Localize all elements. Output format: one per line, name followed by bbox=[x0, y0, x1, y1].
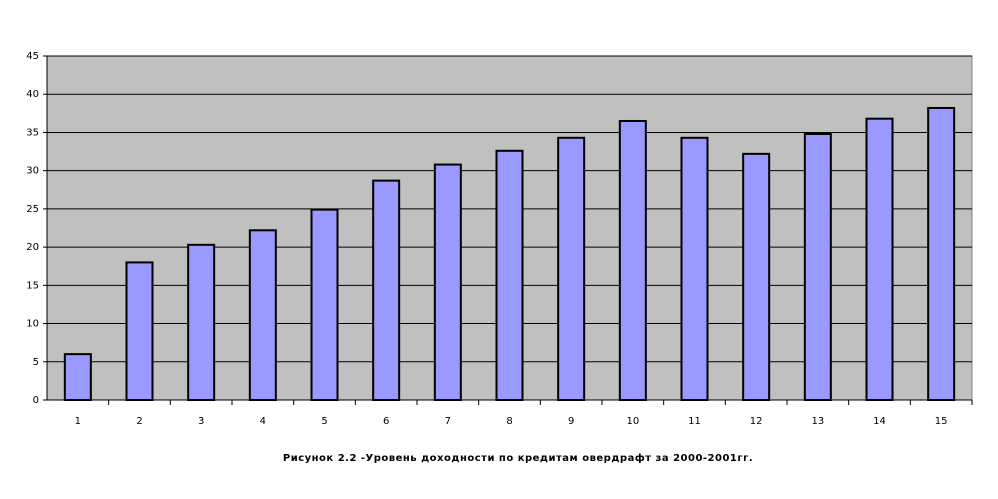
x-tick-label: 8 bbox=[506, 416, 512, 427]
y-tick-label: 25 bbox=[26, 204, 39, 215]
x-tick-label: 1 bbox=[75, 416, 81, 427]
x-tick-label: 3 bbox=[198, 416, 204, 427]
y-tick-label: 20 bbox=[26, 242, 39, 253]
bar bbox=[372, 179, 401, 401]
y-tick-label: 35 bbox=[26, 127, 39, 138]
y-tick-label: 15 bbox=[26, 280, 39, 291]
bar bbox=[495, 149, 524, 401]
y-tick-label: 0 bbox=[33, 395, 39, 406]
x-tick-label: 6 bbox=[383, 416, 389, 427]
x-tick-label: 13 bbox=[811, 416, 824, 427]
x-tick-label: 11 bbox=[688, 416, 701, 427]
bar bbox=[433, 163, 462, 401]
x-tick-label: 12 bbox=[750, 416, 763, 427]
y-tick-label: 5 bbox=[33, 357, 39, 368]
x-tick-label: 10 bbox=[626, 416, 639, 427]
bar bbox=[865, 117, 894, 401]
x-tick-label: 14 bbox=[873, 416, 886, 427]
bar bbox=[803, 132, 832, 401]
bar bbox=[927, 106, 956, 402]
bar bbox=[557, 136, 586, 401]
x-tick-label: 4 bbox=[260, 416, 266, 427]
x-tick-label: 7 bbox=[445, 416, 451, 427]
bar bbox=[742, 152, 771, 401]
x-tick-label: 2 bbox=[136, 416, 142, 427]
bar bbox=[310, 208, 339, 401]
y-tick-label: 10 bbox=[26, 319, 39, 330]
bar bbox=[680, 136, 709, 401]
bar bbox=[187, 243, 216, 401]
x-tick-label: 9 bbox=[568, 416, 574, 427]
chart-title: Рисунок 2.2 -Уровень доходности по креди… bbox=[283, 452, 753, 464]
bar bbox=[63, 353, 92, 401]
bar bbox=[125, 261, 154, 401]
x-tick-label: 5 bbox=[321, 416, 327, 427]
y-tick-label: 45 bbox=[26, 51, 39, 62]
bar bbox=[618, 119, 647, 401]
y-tick-label: 40 bbox=[26, 89, 39, 100]
x-tick-label: 15 bbox=[935, 416, 948, 427]
y-tick-label: 30 bbox=[26, 166, 39, 177]
bar bbox=[248, 229, 277, 401]
